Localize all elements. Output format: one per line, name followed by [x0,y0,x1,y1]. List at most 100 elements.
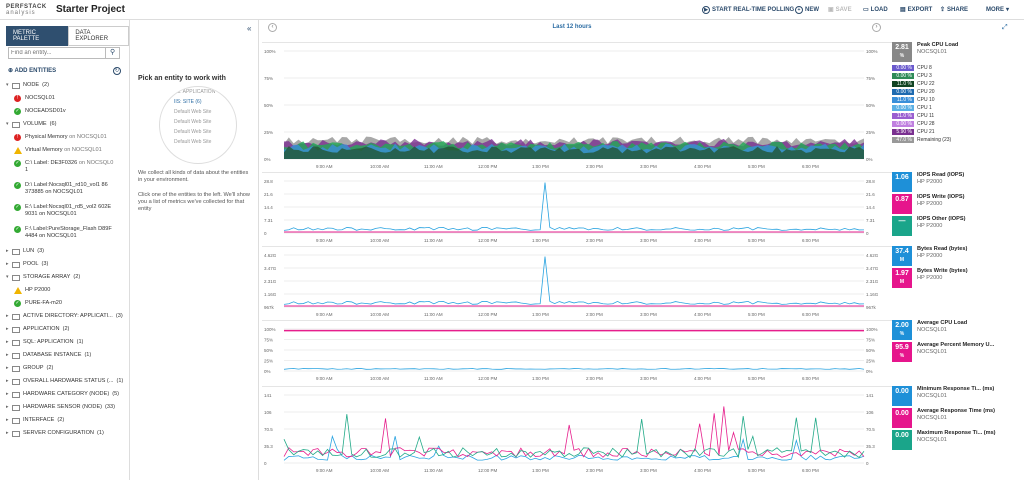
chevron-right-icon[interactable]: ▸ [6,391,9,397]
tree-group[interactable]: ▸ HARDWARE CATEGORY (NODE) (5) [6,391,128,404]
chevron-right-icon[interactable]: ▸ [6,365,9,371]
tree-group[interactable]: ▸ INTERFACE (2) [6,417,128,430]
metric-summary[interactable]: 0.00 Minimum Response Ti... (ms) NOCSQL01 [892,386,1024,406]
metric-summary[interactable]: 1.06 IOPS Read (IOPS) HP P2000 [892,172,1024,192]
tree-entity[interactable]: HP P2000 [6,287,128,300]
metric-label: Average Response Time (ms) [917,408,996,414]
legend-row[interactable]: 11.0 % CPU 10 [892,96,1024,104]
x-tick-label: 1:00 PM [532,376,549,381]
legend-row[interactable]: 5.90 % CPU 21 [892,128,1024,136]
chevron-down-icon[interactable]: ▾ [6,82,9,88]
chart-panel[interactable]: 141 141 106 106 70.5 70.5 35.3 35.3 0 0 9:00 AM 10:… [262,386,892,474]
chevron-right-icon[interactable]: ▸ [6,430,9,436]
chevron-right-icon[interactable]: ▸ [6,417,9,423]
y-tick-label: 967k [264,305,275,310]
share-button[interactable]: ⇪ SHARE [940,6,968,14]
save-button[interactable]: ▣ SAVE [828,6,852,14]
metric-summary[interactable]: 95.9% Average Percent Memory U... NOCSQL01 [892,342,1024,362]
group-label: SERVER CONFIGURATION [23,430,94,436]
collapse-panel-icon[interactable]: « [247,24,252,33]
chevron-right-icon[interactable]: ▸ [6,352,9,358]
y-tick-label-right: 50% [866,103,875,108]
y-tick-label-right: 3.47G [866,266,879,271]
chart-svg: 141 141 106 106 70.5 70.5 35.3 35.3 0 0 9:00 AM 10:… [264,393,875,473]
expand-icon[interactable]: ⤢ [1002,24,1008,31]
metric-summary[interactable]: 0.00 Average Response Time (ms) NOCSQL01 [892,408,1024,428]
metric-summary[interactable]: 2.81% Peak CPU Load NOCSQL01 [892,42,1024,62]
tab-data-explorer[interactable]: DATA EXPLORER [68,26,129,46]
tree-entity[interactable]: Virtual Memory on NOCSQL01 [6,147,128,160]
tree-entity[interactable]: ! Physical Memory on NOCSQL01 [6,134,128,147]
chevron-right-icon[interactable]: ▸ [6,313,9,319]
chevron-right-icon[interactable]: ▸ [6,339,9,345]
refresh-icon[interactable]: ↻ [113,67,121,75]
tree-group[interactable]: ▸ APPLICATION (2) [6,326,128,339]
palette-help-2: Click one of the entities to the left. W… [138,192,250,212]
entity-suffix: on NOCSQL01 [64,147,102,153]
tree-group[interactable]: ▸ LUN (3) [6,248,128,261]
tree-group[interactable]: ▸ ACTIVE DIRECTORY: APPLICATI... (3) [6,313,128,326]
chart-panel[interactable]: 100% 100% 75% 75% 50% 50% 25% 25% 0% 0% 9:00 AM 10:… [262,320,892,382]
next-range-icon[interactable]: › [872,23,881,32]
tree-entity[interactable]: ✓ C:\ Label: DE3F0326 on NOCSQL0 1 [6,160,128,182]
legend-row[interactable]: 11.0 % CPU 11 [892,112,1024,120]
add-entities-button[interactable]: ⊕ ADD ENTITIES [8,67,56,74]
legend-row[interactable]: 0.00 % CPU 1 [892,104,1024,112]
chevron-right-icon[interactable]: ▸ [6,248,9,254]
tree-group[interactable]: ▸ POOL (3) [6,261,128,274]
x-tick-label: 5:00 PM [748,238,765,243]
prev-range-icon[interactable]: ‹ [268,23,277,32]
load-button[interactable]: ▭ LOAD [863,6,888,14]
chevron-down-icon[interactable]: ▾ [6,121,9,127]
time-range-label[interactable]: Last 12 hours [552,24,592,30]
legend-row[interactable]: 0.00 % CPU 28 [892,120,1024,128]
tree-entity[interactable]: ✓ PURE-FA-m20 [6,300,128,313]
chart-panel[interactable]: 4.62G 4.62G 3.47G 3.47G 2.31G 2.31G 1.16G 1.16G… [262,246,892,318]
legend-row[interactable]: 0.00 % CPU 8 [892,64,1024,72]
tree-group[interactable]: ▸ HARDWARE SENSOR (NODE) (33) [6,404,128,417]
metric-summary[interactable]: 0.87 IOPS Write (IOPS) HP P2000 [892,194,1024,214]
legend-row[interactable]: 11.0 % CPU 22 [892,80,1024,88]
tree-entity[interactable]: ✓ F:\ Label:PureStorage_Flash D89F 4484 o… [6,226,128,248]
tree-group[interactable]: ▸ DATABASE INSTANCE (1) [6,352,128,365]
search-input[interactable] [9,48,106,58]
export-button[interactable]: ▤ EXPORT [900,6,932,14]
chevron-down-icon[interactable]: ▾ [6,274,9,280]
metric-summary[interactable]: 37.4 M Bytes Read (bytes) HP P2000 [892,246,1024,266]
chevron-right-icon[interactable]: ▸ [6,378,9,384]
start-polling-button[interactable]: ▶ START REAL-TIME POLLING [702,6,794,14]
chart-panel[interactable]: 28.8 28.8 21.6 21.6 14.4 14.4 7.31 7.31 0 0 9:00 A… [262,172,892,244]
tree-entity[interactable]: ! NOCSQL01 [6,95,128,108]
legend-row[interactable]: 47.0 % Remaining (23) [892,136,1024,144]
chevron-right-icon[interactable]: ▸ [6,326,9,332]
tree-group[interactable]: ▾ STORAGE ARRAY (2) [6,274,128,287]
chevron-right-icon[interactable]: ▸ [6,261,9,267]
metric-summary[interactable]: 1.97 M Bytes Write (bytes) HP P2000 [892,268,1024,288]
tree-group[interactable]: ▸ SQL: APPLICATION (1) [6,339,128,352]
y-tick-label: 50% [264,348,273,353]
tree-group[interactable]: ▸ GROUP (2) [6,365,128,378]
legend-label: CPU 10 [917,97,935,103]
tab-metric-palette[interactable]: METRIC PALETTE [6,26,69,46]
new-button[interactable]: + NEW [795,6,819,14]
metric-value: 0.00 [895,432,909,439]
y-tick-label-right: 141 [866,393,874,398]
metric-summary[interactable]: 0.00 Maximum Response Ti... (ms) NOCSQL01 [892,430,1024,450]
chevron-right-icon[interactable]: ▸ [6,404,9,410]
tree-group[interactable]: ▸ SERVER CONFIGURATION (1) [6,430,128,443]
tree-entity[interactable]: ✓ D:\ Label:Nocsql01_rd10_vol1 86 373885 … [6,182,128,204]
chart-panel[interactable]: 100% 100% 75% 75% 50% 50% 25% 25% 0% 0% 9:00 AM 10:… [262,42,892,170]
search-icon[interactable]: ⚲ [105,48,119,58]
x-tick-label: 2:00 PM [586,164,603,169]
tree-entity[interactable]: ✓ NOCEADSD01v [6,108,128,121]
tree-group[interactable]: ▾ NODE (2) [6,82,128,95]
legend-row[interactable]: 0.00 % CPU 20 [892,88,1024,96]
more-menu[interactable]: MORE ▾ [986,6,1009,14]
tree-group[interactable]: ▾ VOLUME (6) [6,121,128,134]
metric-summary[interactable]: 2.00% Average CPU Load NOCSQL01 [892,320,1024,340]
metric-value-tile: 0.87 [892,194,912,214]
legend-row[interactable]: 0.00 % CPU 3 [892,72,1024,80]
tree-group[interactable]: ▸ OVERALL HARDWARE STATUS (... (1) [6,378,128,391]
tree-entity[interactable]: ✓ E:\ Label:Nocsql01_rd5_vol2 602E 9031 o… [6,204,128,226]
metric-summary[interactable]: — IOPS Other (IOPS) HP P2000 [892,216,1024,236]
